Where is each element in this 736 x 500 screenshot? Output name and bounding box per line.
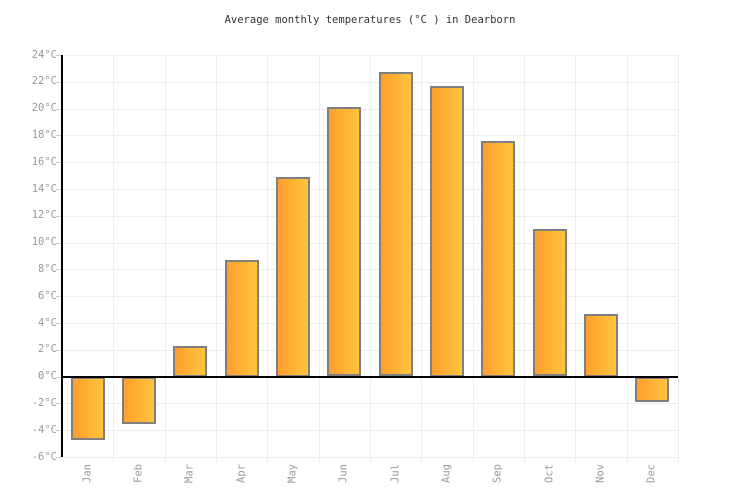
x-axis-tick-label: May <box>286 464 299 483</box>
y-axis-tick <box>56 135 62 136</box>
v-gridline <box>627 55 628 463</box>
x-axis-tick-label: Sep <box>491 464 504 483</box>
y-axis-tick-label: 16°C <box>31 156 57 168</box>
y-axis-tick <box>56 323 62 324</box>
v-gridline <box>319 55 320 463</box>
x-axis-tick-label: Apr <box>235 464 248 483</box>
v-gridline <box>370 55 371 463</box>
v-gridline <box>575 55 576 463</box>
bar-jun <box>327 107 361 376</box>
x-axis-tick-label: Jan <box>81 464 94 483</box>
x-axis-tick-label: Aug <box>440 464 453 483</box>
bar-apr <box>225 260 259 377</box>
y-axis-line <box>61 55 63 457</box>
y-axis-tick <box>56 243 62 244</box>
bar-may <box>276 177 310 377</box>
y-axis-tick-label: 22°C <box>31 75 57 87</box>
bar-nov <box>584 314 618 377</box>
y-axis-tick <box>56 162 62 163</box>
bar-sep <box>481 141 515 377</box>
y-axis-tick <box>56 403 62 404</box>
y-axis-tick <box>56 430 62 431</box>
y-axis-tick-label: 2°C <box>38 343 57 355</box>
y-axis-tick <box>56 109 62 110</box>
y-axis-tick-label: 14°C <box>31 183 57 195</box>
v-gridline <box>165 55 166 463</box>
y-axis-tick-label: 18°C <box>31 129 57 141</box>
y-axis-tick <box>56 269 62 270</box>
v-gridline <box>524 55 525 463</box>
y-axis-tick-label: -6°C <box>31 451 57 463</box>
bar-oct <box>533 229 567 376</box>
x-axis-tick-label: Dec <box>645 464 658 483</box>
v-gridline <box>267 55 268 463</box>
y-axis-tick-label: 20°C <box>31 102 57 114</box>
v-gridline <box>678 55 679 463</box>
v-gridline <box>421 55 422 463</box>
y-axis-tick-label: 4°C <box>38 317 57 329</box>
bar-mar <box>173 346 207 377</box>
y-axis-tick-label: -4°C <box>31 424 57 436</box>
bar-jan <box>71 377 105 440</box>
y-axis-tick-label: 24°C <box>31 49 57 61</box>
bar-feb <box>122 377 156 424</box>
y-axis-tick <box>56 216 62 217</box>
y-axis-tick <box>56 377 62 378</box>
bar-dec <box>635 377 669 402</box>
y-axis-tick <box>56 350 62 351</box>
y-axis-tick-label: 6°C <box>38 290 57 302</box>
y-axis-tick-label: -2°C <box>31 397 57 409</box>
x-axis-tick-label: Feb <box>132 464 145 483</box>
bar-aug <box>430 86 464 377</box>
v-gridline <box>113 55 114 463</box>
x-axis-tick-label: Jun <box>337 464 350 483</box>
y-axis-tick-label: 0°C <box>38 370 57 382</box>
v-gridline <box>216 55 217 463</box>
v-gridline <box>473 55 474 463</box>
y-axis-tick <box>56 457 62 458</box>
y-axis-tick <box>56 296 62 297</box>
x-axis-tick-label: Nov <box>594 464 607 483</box>
y-axis-tick-label: 8°C <box>38 263 57 275</box>
zero-line <box>62 376 678 378</box>
x-axis-tick-label: Oct <box>543 464 556 483</box>
y-axis-tick <box>56 189 62 190</box>
y-axis-tick-label: 12°C <box>31 209 57 221</box>
y-axis-tick <box>56 55 62 56</box>
chart-title: Average monthly temperatures (°C ) in De… <box>224 14 516 26</box>
y-axis-tick-label: 10°C <box>31 236 57 248</box>
bar-jul <box>379 72 413 376</box>
y-axis-tick <box>56 82 62 83</box>
x-axis-tick-label: Jul <box>389 464 402 483</box>
x-axis-tick-label: Mar <box>183 464 196 483</box>
